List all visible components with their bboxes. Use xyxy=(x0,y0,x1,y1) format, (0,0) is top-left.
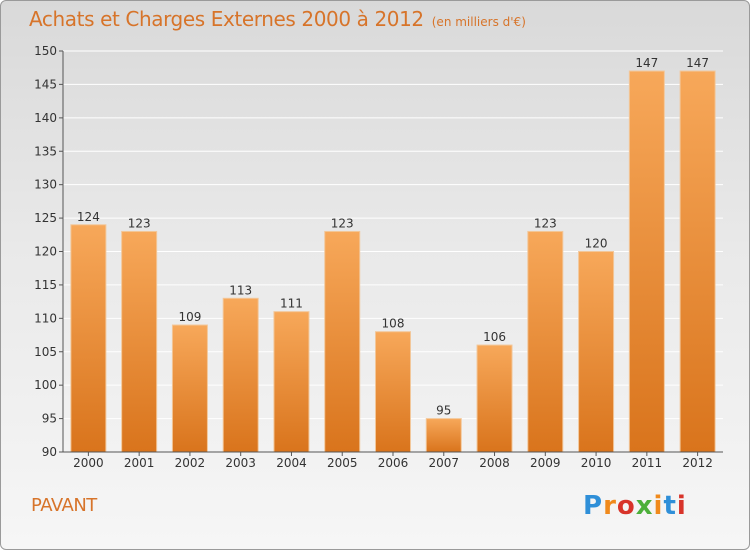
data-label: 124 xyxy=(77,210,100,224)
logo-letter: x xyxy=(635,491,654,521)
x-tick-label: 2010 xyxy=(581,456,612,470)
x-tick-label: 2004 xyxy=(276,456,307,470)
bars xyxy=(70,70,716,453)
logo-letter: r xyxy=(603,491,617,521)
bar xyxy=(121,230,158,453)
x-tick-label: 2009 xyxy=(530,456,561,470)
chart-title-text: Achats et Charges Externes 2000 à 2012 xyxy=(29,7,424,31)
logo-letter: t xyxy=(663,491,677,521)
bar xyxy=(324,230,361,453)
y-tick-label: 135 xyxy=(34,144,57,158)
x-tick-label: 2001 xyxy=(124,456,155,470)
axes xyxy=(59,50,723,456)
x-tick-label: 2011 xyxy=(632,456,663,470)
y-tick-label: 145 xyxy=(34,77,57,91)
data-label: 123 xyxy=(331,216,354,230)
data-label: 123 xyxy=(128,216,151,230)
data-label: 106 xyxy=(483,330,506,344)
x-tick-label: 2003 xyxy=(225,456,256,470)
x-tick-label: 2005 xyxy=(327,456,358,470)
bar xyxy=(425,418,462,453)
bar xyxy=(375,331,411,453)
bar xyxy=(578,251,615,453)
bar xyxy=(527,230,564,453)
y-tick-label: 130 xyxy=(34,178,57,192)
data-label: 108 xyxy=(382,317,405,331)
commune-name: PAVANT xyxy=(31,495,97,516)
y-tick-label: 125 xyxy=(34,211,57,225)
logo-letter: i xyxy=(676,491,687,521)
bar xyxy=(70,224,107,453)
bar xyxy=(222,297,259,453)
data-label: 95 xyxy=(436,404,451,418)
y-tick-label: 115 xyxy=(34,278,57,292)
data-label: 113 xyxy=(229,283,252,297)
bar xyxy=(628,70,665,453)
data-label: 147 xyxy=(686,56,709,70)
bar xyxy=(476,344,513,453)
data-label: 111 xyxy=(280,297,303,311)
bar xyxy=(679,70,716,453)
labels: 90 95 100 105 110 115 120 125 130 135 140 145 150 124… xyxy=(34,44,713,470)
data-label: 147 xyxy=(635,56,658,70)
chart-unit: (en milliers d'€) xyxy=(431,15,526,29)
y-tick-label: 90 xyxy=(42,445,57,459)
logo-letter: i xyxy=(653,491,664,521)
y-tick-label: 150 xyxy=(34,44,57,58)
x-tick-label: 2008 xyxy=(479,456,510,470)
x-tick-label: 2006 xyxy=(378,456,409,470)
x-tick-label: 2012 xyxy=(682,456,713,470)
y-tick-label: 100 xyxy=(34,378,57,392)
chart-title: Achats et Charges Externes 2000 à 2012 (e… xyxy=(29,7,526,31)
y-tick-label: 95 xyxy=(42,412,57,426)
data-label: 123 xyxy=(534,216,557,230)
x-tick-label: 2007 xyxy=(428,456,459,470)
y-tick-label: 110 xyxy=(34,311,57,325)
y-tick-label: 140 xyxy=(34,111,57,125)
y-tick-label: 105 xyxy=(34,345,57,359)
logo-letter: P xyxy=(583,491,604,521)
x-tick-label: 2002 xyxy=(175,456,206,470)
bar xyxy=(171,324,208,453)
data-label: 109 xyxy=(178,310,201,324)
proxiti-logo: Proxiti xyxy=(583,491,687,521)
data-label: 120 xyxy=(585,237,608,251)
x-tick-label: 2000 xyxy=(73,456,104,470)
logo-letter: o xyxy=(616,491,636,521)
y-tick-label: 120 xyxy=(34,245,57,259)
bar xyxy=(273,311,310,453)
